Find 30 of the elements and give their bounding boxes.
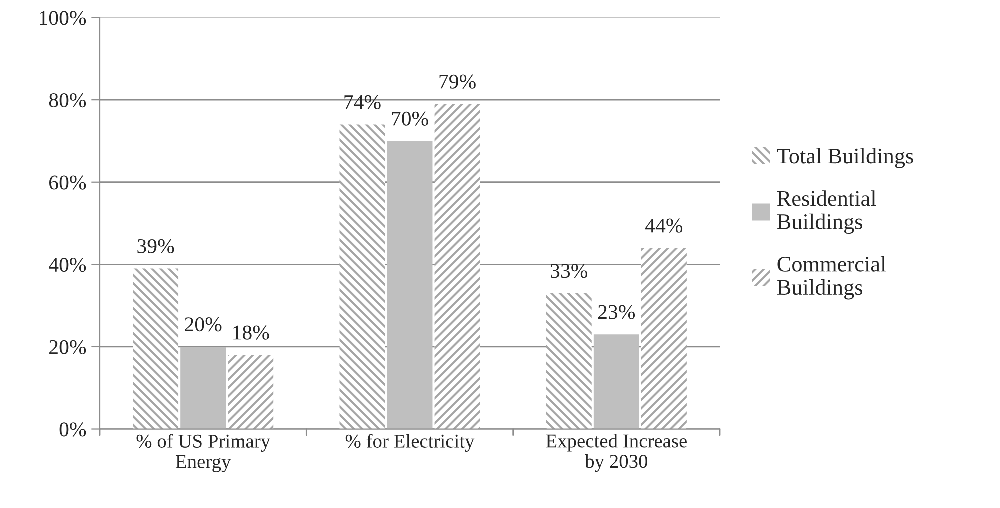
data-label: 20% [185,318,222,332]
bar [228,355,274,430]
bar [546,293,592,430]
data-label: 33% [551,264,588,278]
y-tick-label: 80% [49,93,86,108]
bar [133,268,179,430]
legend-label: Total Buildings [777,148,914,168]
data-label: 44% [646,218,683,233]
data-label: 39% [138,239,174,254]
x-tick-label: Expected Increase by 2030 [546,434,687,472]
data-label: 23% [598,305,636,320]
bar [340,124,386,430]
y-tick-label: 40% [49,258,86,272]
y-tick-label: 60% [50,176,86,190]
x-tick-label: % for Electricity [346,434,475,452]
bar [594,334,640,430]
y-tick-label: 0% [60,422,86,437]
data-label: 18% [234,326,270,340]
bar [180,346,226,430]
bar [434,104,480,430]
bar [387,141,433,430]
data-label: 79% [440,74,476,89]
legend-label: Commercial Buildings [777,256,886,300]
y-tick-label: 100% [40,11,86,26]
data-label: 70% [392,112,428,126]
legend-label: Residential Buildings [777,190,876,234]
data-label: 74% [344,95,381,110]
y-tick-label: 20% [50,340,86,354]
bar [641,248,687,430]
x-tick-label: % of US Primary Energy [136,434,270,472]
